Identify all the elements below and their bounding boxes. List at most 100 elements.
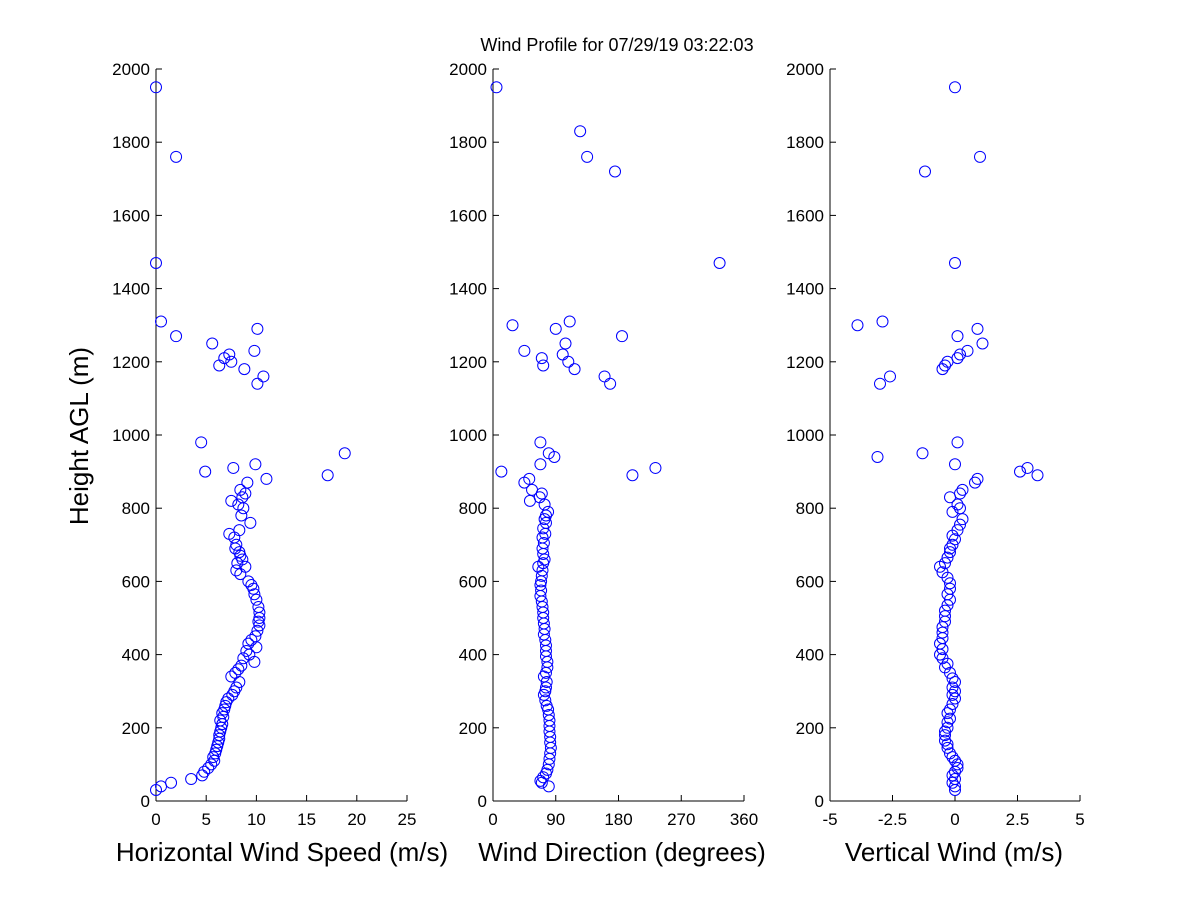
y-tick-label: 600 bbox=[796, 572, 824, 591]
data-point bbox=[195, 436, 208, 449]
data-point bbox=[251, 624, 264, 637]
y-tick-label: 0 bbox=[478, 792, 487, 811]
data-point bbox=[949, 256, 961, 269]
data-point bbox=[225, 494, 238, 507]
x-tick-label: 20 bbox=[347, 810, 366, 829]
data-point bbox=[1014, 465, 1026, 478]
data-point bbox=[939, 359, 951, 372]
data-point bbox=[941, 355, 954, 368]
data-point bbox=[884, 370, 896, 383]
x-axis-label: Wind Direction (degrees) bbox=[478, 837, 766, 867]
data-point bbox=[226, 688, 239, 701]
data-point bbox=[946, 538, 959, 551]
data-point bbox=[919, 165, 931, 178]
data-point bbox=[535, 575, 548, 588]
y-tick-label: 1800 bbox=[449, 133, 487, 152]
data-point bbox=[951, 330, 964, 343]
y-tick-label: 1000 bbox=[449, 426, 487, 445]
data-point bbox=[238, 363, 251, 376]
data-point bbox=[232, 663, 245, 676]
data-point bbox=[223, 527, 236, 540]
x-tick-label: 0 bbox=[151, 810, 160, 829]
data-point bbox=[199, 465, 212, 478]
data-point bbox=[563, 315, 576, 328]
x-tick-label: 5 bbox=[1075, 810, 1084, 829]
x-tick-label: 10 bbox=[247, 810, 266, 829]
y-tick-label: 1400 bbox=[112, 280, 150, 299]
data-point bbox=[253, 619, 266, 632]
y-tick-label: 200 bbox=[122, 719, 150, 738]
data-point bbox=[237, 652, 250, 665]
data-point bbox=[939, 734, 951, 747]
data-point bbox=[934, 648, 946, 661]
data-point bbox=[876, 315, 889, 328]
data-point bbox=[249, 458, 262, 471]
data-point bbox=[562, 355, 575, 368]
y-tick-label: 800 bbox=[122, 499, 150, 518]
data-point bbox=[239, 487, 252, 500]
data-point bbox=[946, 698, 959, 711]
data-point bbox=[954, 518, 966, 531]
data-point bbox=[549, 322, 562, 335]
data-point bbox=[539, 694, 552, 707]
data-point bbox=[534, 774, 547, 787]
data-point bbox=[235, 659, 248, 672]
data-point bbox=[949, 458, 961, 471]
data-point bbox=[944, 542, 956, 555]
y-tick-label: 400 bbox=[459, 646, 487, 665]
data-point bbox=[944, 703, 956, 716]
data-point bbox=[251, 377, 264, 390]
data-point bbox=[871, 450, 884, 463]
data-point bbox=[944, 491, 956, 504]
y-tick-label: 800 bbox=[796, 499, 824, 518]
data-point bbox=[230, 538, 243, 551]
data-point bbox=[626, 469, 639, 482]
data-point bbox=[537, 547, 550, 560]
data-point bbox=[248, 588, 261, 601]
data-point bbox=[253, 606, 266, 619]
data-point bbox=[210, 743, 223, 756]
data-point bbox=[338, 447, 351, 460]
data-point bbox=[540, 676, 553, 689]
data-point bbox=[243, 648, 256, 661]
y-tick-label: 1600 bbox=[786, 206, 824, 225]
data-point bbox=[155, 315, 168, 328]
y-tick-label: 2000 bbox=[112, 60, 150, 79]
x-tick-label: -2.5 bbox=[878, 810, 907, 829]
data-point bbox=[974, 150, 986, 163]
data-point bbox=[574, 125, 587, 138]
data-point bbox=[220, 696, 233, 709]
data-point bbox=[248, 344, 261, 357]
data-point bbox=[150, 81, 162, 94]
data-point bbox=[205, 758, 218, 771]
data-point bbox=[939, 729, 951, 742]
data-point bbox=[949, 692, 961, 705]
data-point bbox=[231, 557, 244, 570]
data-point bbox=[951, 498, 964, 511]
data-point bbox=[241, 476, 254, 489]
y-tick-label: 0 bbox=[141, 792, 150, 811]
data-point bbox=[234, 568, 247, 581]
data-point bbox=[874, 377, 886, 390]
data-point bbox=[949, 784, 961, 797]
data-point bbox=[208, 754, 221, 767]
y-tick-label: 600 bbox=[122, 572, 150, 591]
data-point bbox=[537, 522, 550, 535]
data-point bbox=[954, 487, 966, 500]
data-point bbox=[944, 666, 956, 679]
data-point bbox=[537, 771, 550, 784]
data-point bbox=[649, 461, 662, 474]
data-point bbox=[248, 655, 261, 668]
data-point bbox=[233, 676, 246, 689]
data-point bbox=[568, 363, 581, 376]
data-point bbox=[936, 363, 949, 376]
data-point bbox=[946, 681, 959, 694]
data-point bbox=[170, 150, 183, 163]
data-point bbox=[941, 741, 954, 754]
data-point bbox=[598, 370, 611, 383]
data-point bbox=[235, 509, 248, 522]
data-point bbox=[969, 476, 981, 489]
data-point bbox=[609, 165, 622, 178]
data-point bbox=[321, 469, 334, 482]
